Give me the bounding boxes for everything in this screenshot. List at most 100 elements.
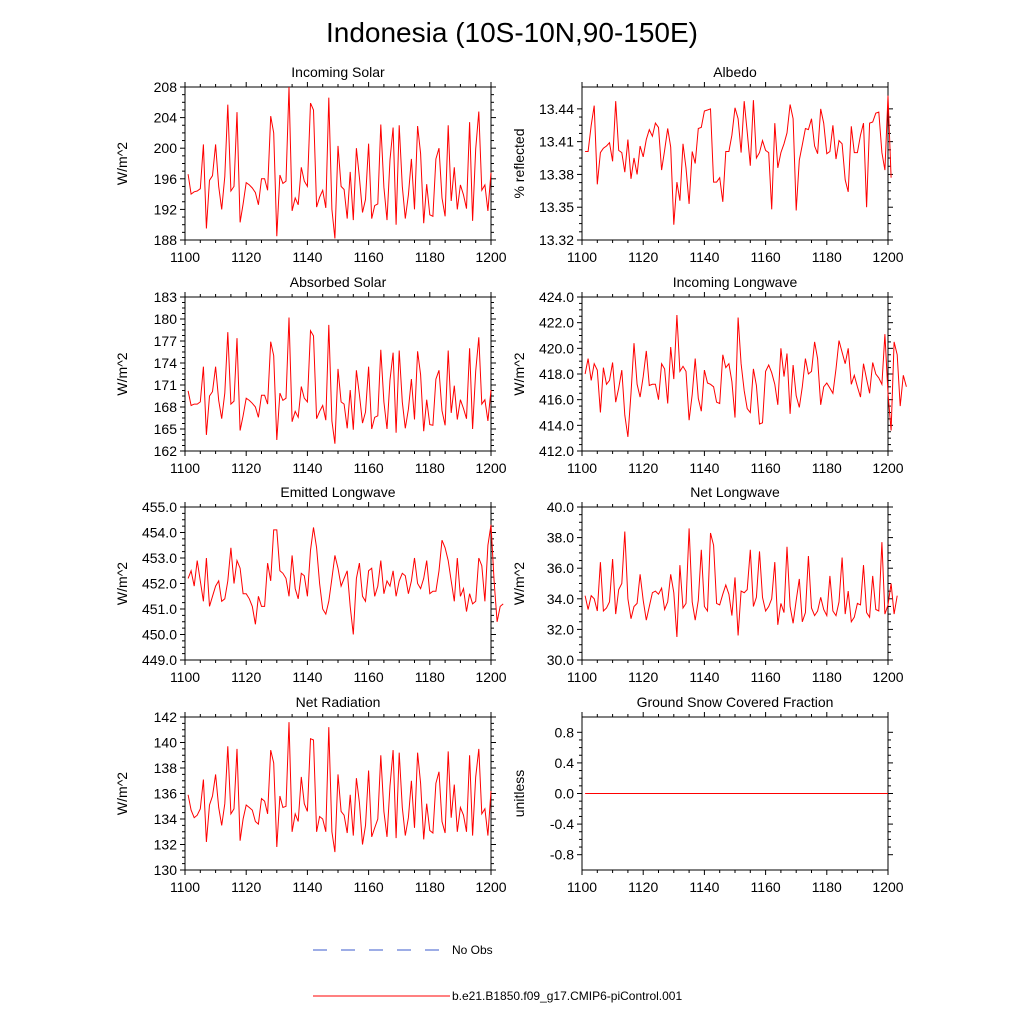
x-tick-label: 1120 bbox=[628, 460, 658, 476]
x-tick-label: 1180 bbox=[415, 460, 445, 476]
y-tick-label: 420.0 bbox=[539, 340, 574, 356]
x-tick-label: 1160 bbox=[751, 879, 781, 895]
legend-label-no-obs: No Obs bbox=[452, 943, 493, 957]
series-line-incoming-solar bbox=[187, 86, 492, 239]
y-tick-label: 422.0 bbox=[539, 315, 574, 331]
x-tick-label: 1100 bbox=[567, 669, 597, 685]
y-axis-label: unitless bbox=[511, 770, 527, 817]
x-tick-label: 1100 bbox=[567, 879, 597, 895]
x-tick-label: 1180 bbox=[415, 249, 445, 265]
x-tick-label: 1160 bbox=[751, 249, 781, 265]
y-tick-label: 32.0 bbox=[547, 621, 574, 637]
y-tick-label: 13.41 bbox=[539, 134, 574, 150]
y-tick-label: 30.0 bbox=[547, 652, 574, 668]
y-tick-label: 416.0 bbox=[539, 392, 574, 408]
x-tick-label: 1180 bbox=[415, 669, 445, 685]
x-tick-label: 1120 bbox=[628, 669, 658, 685]
y-tick-label: 188 bbox=[154, 232, 178, 248]
x-tick-label: 1140 bbox=[292, 669, 322, 685]
y-tick-label: 136 bbox=[154, 786, 178, 802]
y-tick-label: 424.0 bbox=[539, 289, 574, 305]
y-tick-label: 453.0 bbox=[142, 550, 177, 566]
y-tick-label: 451.0 bbox=[142, 601, 177, 617]
x-tick-label: 1200 bbox=[872, 460, 903, 476]
x-tick-label: 1140 bbox=[292, 460, 322, 476]
x-tick-label: 1160 bbox=[354, 879, 384, 895]
panel-title: Incoming Longwave bbox=[673, 274, 798, 290]
y-tick-label: 0.8 bbox=[555, 724, 575, 740]
y-axis-label: % reflected bbox=[511, 128, 527, 198]
x-tick-label: 1100 bbox=[567, 249, 597, 265]
x-tick-label: 1100 bbox=[170, 669, 200, 685]
x-tick-label: 1180 bbox=[812, 460, 842, 476]
y-tick-label: 208 bbox=[154, 79, 178, 95]
x-tick-label: 1200 bbox=[475, 879, 506, 895]
y-tick-label: 177 bbox=[154, 333, 178, 349]
panel-albedo: Albedo 1100 1120 1140 1160 1180 1200 13.32 13.35… bbox=[511, 64, 904, 265]
x-tick-label: 1120 bbox=[628, 249, 658, 265]
panel-title: Incoming Solar bbox=[291, 64, 385, 80]
legend: No Obs b.e21.B1850.f09_g17.CMIP6-piContr… bbox=[313, 943, 682, 1003]
x-tick-label: 1120 bbox=[231, 879, 261, 895]
y-tick-label: 174 bbox=[154, 355, 178, 371]
y-tick-label: 162 bbox=[154, 443, 178, 459]
x-tick-label: 1100 bbox=[170, 460, 200, 476]
series-line-net-longwave bbox=[584, 528, 898, 638]
panel-title: Albedo bbox=[713, 64, 757, 80]
panel-title: Absorbed Solar bbox=[290, 274, 387, 290]
series-line-albedo bbox=[585, 95, 892, 225]
x-tick-label: 1200 bbox=[872, 249, 903, 265]
y-tick-label: 140 bbox=[154, 735, 178, 751]
x-tick-label: 1140 bbox=[689, 879, 719, 895]
series-line-net-radiation bbox=[187, 722, 492, 853]
x-tick-label: 1140 bbox=[689, 249, 719, 265]
y-axis-label: W/m^2 bbox=[114, 352, 130, 395]
plot-frame bbox=[184, 506, 492, 661]
y-tick-label: 192 bbox=[154, 201, 178, 217]
x-tick-label: 1200 bbox=[475, 249, 506, 265]
y-axis-label: W/m^2 bbox=[114, 142, 130, 185]
x-tick-label: 1180 bbox=[812, 249, 842, 265]
panel-title: Net Radiation bbox=[296, 694, 381, 710]
y-tick-label: 168 bbox=[154, 399, 178, 415]
y-tick-label: 13.35 bbox=[539, 199, 574, 215]
y-axis-label: W/m^2 bbox=[511, 562, 527, 605]
y-tick-label: 200 bbox=[154, 140, 178, 156]
y-tick-label: 13.32 bbox=[539, 232, 574, 248]
panel-absorbed-solar: Absorbed Solar 1100 1120 1140 1160 1180 1200 16… bbox=[114, 274, 507, 476]
y-tick-label: 171 bbox=[154, 377, 178, 393]
panel-title: Emitted Longwave bbox=[280, 484, 395, 500]
panel-net-radiation: Net Radiation 1100 1120 1140 1160 1180 1200 130… bbox=[114, 694, 507, 895]
plot-frame bbox=[184, 86, 492, 241]
y-tick-label: -0.8 bbox=[550, 847, 574, 863]
y-tick-label: 138 bbox=[154, 760, 178, 776]
y-tick-label: 40.0 bbox=[547, 499, 574, 515]
x-tick-label: 1180 bbox=[812, 879, 842, 895]
x-tick-label: 1120 bbox=[231, 460, 261, 476]
y-tick-label: 204 bbox=[154, 110, 178, 126]
panel-title: Ground Snow Covered Fraction bbox=[637, 694, 834, 710]
y-tick-label: 452.0 bbox=[142, 576, 177, 592]
y-tick-label: 38.0 bbox=[547, 530, 574, 546]
x-tick-label: 1140 bbox=[292, 879, 322, 895]
y-tick-label: 412.0 bbox=[539, 443, 574, 459]
y-tick-label: 36.0 bbox=[547, 560, 574, 576]
x-tick-label: 1180 bbox=[812, 669, 842, 685]
y-tick-label: 132 bbox=[154, 837, 178, 853]
panel-title: Net Longwave bbox=[690, 484, 780, 500]
x-tick-label: 1120 bbox=[231, 669, 261, 685]
y-tick-label: 450.0 bbox=[142, 627, 177, 643]
series-line-emitted-longwave bbox=[187, 524, 504, 635]
y-tick-label: -0.4 bbox=[550, 816, 574, 832]
y-tick-label: 414.0 bbox=[539, 417, 574, 433]
panel-ground-snow-covered-fraction: Ground Snow Covered Fraction 1100 1120 1140… bbox=[511, 694, 904, 895]
x-tick-label: 1160 bbox=[354, 669, 384, 685]
x-tick-label: 1160 bbox=[751, 669, 781, 685]
x-tick-label: 1200 bbox=[872, 669, 903, 685]
y-tick-label: 455.0 bbox=[142, 499, 177, 515]
panel-incoming-longwave: Incoming Longwave 1100 1120 1140 1160 1180 120… bbox=[511, 274, 907, 476]
y-tick-label: 130 bbox=[154, 862, 178, 878]
x-tick-label: 1100 bbox=[567, 460, 597, 476]
series-line-absorbed-solar bbox=[187, 317, 492, 444]
